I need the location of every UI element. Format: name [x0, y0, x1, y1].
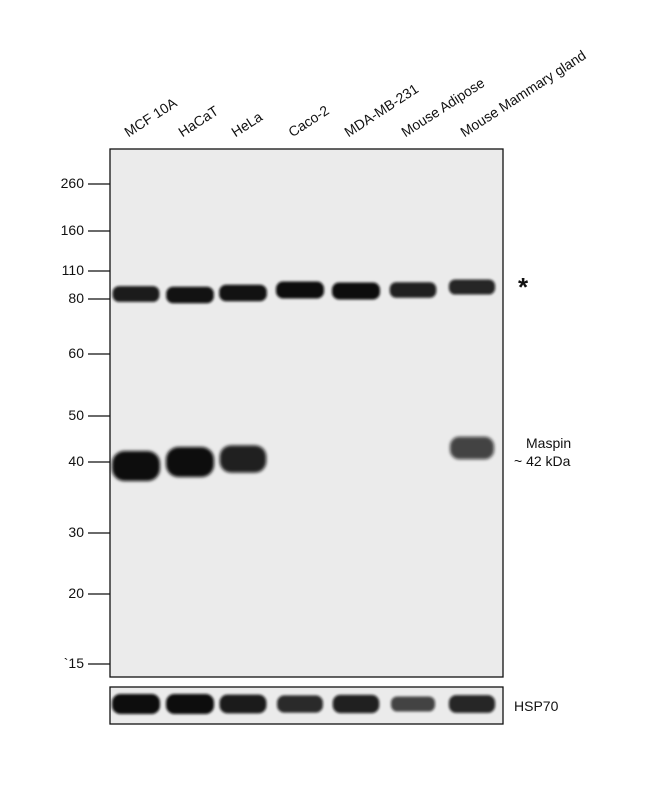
blot-band: [112, 451, 160, 481]
blot-band: [166, 694, 214, 714]
band-row-hsp70: [112, 694, 496, 714]
maspin-size: ~ 42 kDa: [514, 453, 571, 469]
band-row-maspin: [112, 436, 495, 481]
mw-marker-label: 80: [68, 290, 84, 306]
maspin-label: Maspin ~ 42 kDa: [514, 434, 571, 470]
blot-band: [219, 284, 267, 302]
blot-band: [276, 281, 324, 299]
main-membrane: [109, 148, 504, 678]
blot-band: [332, 694, 380, 714]
blot-band: [166, 447, 214, 477]
blot-band: [332, 282, 380, 300]
mw-marker-label: 40: [68, 453, 84, 469]
blot-band: [112, 694, 160, 714]
blot-band: [390, 696, 436, 712]
blot-band: [219, 694, 267, 714]
blot-band: [166, 286, 214, 304]
mw-marker-label: 50: [68, 407, 84, 423]
blot-band: [449, 436, 495, 460]
nonspecific-band-star: *: [518, 272, 529, 302]
blot-band: [219, 445, 267, 473]
mw-marker-label: 20: [68, 585, 84, 601]
mw-marker-label: 60: [68, 345, 84, 361]
mw-marker-label: `15: [63, 655, 84, 671]
mw-marker-label: 30: [68, 524, 84, 540]
mw-marker-label: 110: [61, 262, 84, 278]
blot-band: [277, 695, 323, 713]
blot-band: [112, 286, 160, 302]
mw-marker-label: 260: [60, 175, 84, 191]
blot-band: [389, 282, 437, 298]
hsp70-label: HSP70: [514, 698, 559, 714]
blot-band: [448, 279, 496, 295]
blot-band: [448, 695, 496, 713]
maspin-name: Maspin: [526, 435, 572, 451]
mw-tick-marks: [88, 183, 110, 665]
band-row-80kda: [112, 279, 496, 304]
mw-marker-label: 160: [60, 222, 84, 238]
